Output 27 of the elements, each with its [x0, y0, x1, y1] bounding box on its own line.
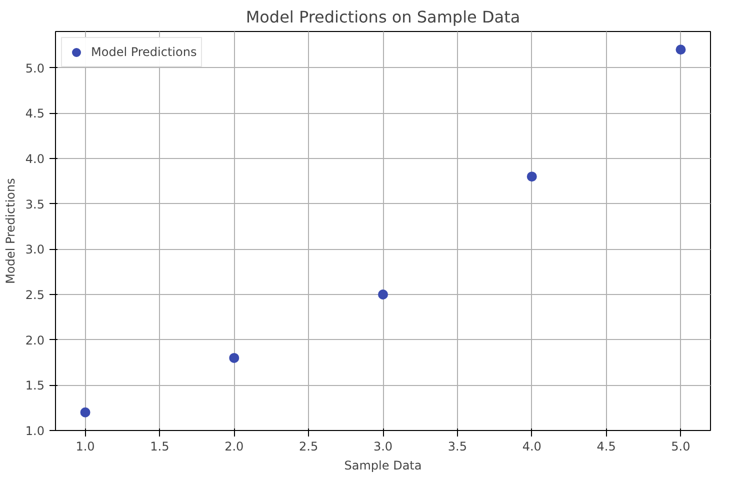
x-tick-label: 3.0: [373, 440, 393, 454]
y-tick-label: 4.0: [25, 152, 45, 166]
x-tick-label: 2.0: [224, 440, 244, 454]
x-tick-label: 1.0: [76, 440, 95, 454]
point: [676, 44, 686, 55]
point: [378, 289, 388, 300]
x-axis-title: Sample Data: [344, 458, 422, 472]
x-tick-label: 2.5: [299, 440, 318, 454]
y-tick-label: 4.5: [25, 106, 45, 121]
legend-label: Model Predictions: [91, 45, 197, 59]
x-tick-label: 4.5: [596, 440, 616, 454]
point: [80, 407, 90, 418]
point: [229, 352, 240, 363]
y-tick-label: 2.5: [25, 288, 45, 302]
point: [526, 172, 537, 182]
y-tick-label: 5.0: [25, 61, 45, 76]
y-tick-label: 3.0: [25, 242, 45, 257]
y-tick-label: 3.5: [25, 197, 45, 212]
x-tick-label: 1.5: [150, 440, 170, 454]
y-tick-label: 1.5: [25, 378, 45, 393]
y-axis-title: Model Predictions: [3, 178, 18, 284]
x-tick-label: 4.0: [522, 440, 542, 454]
y-tick-label: 2.0: [25, 333, 45, 348]
x-tick-label: 5.0: [671, 440, 690, 454]
chart-title: Model Predictions on Sample Data: [246, 8, 520, 26]
x-tick-label: 3.5: [448, 440, 467, 454]
y-tick-label: 1.0: [25, 424, 45, 438]
